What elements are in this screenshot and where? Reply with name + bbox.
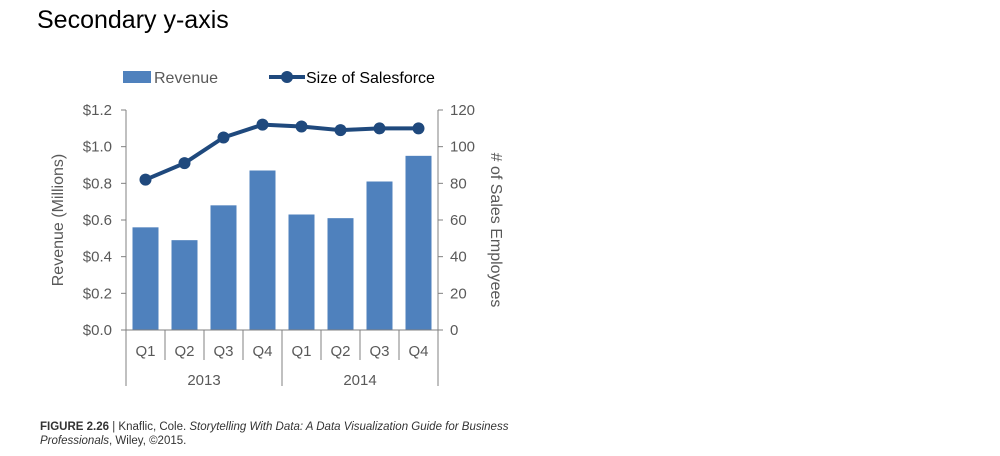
bar-revenue-3 bbox=[210, 205, 237, 330]
line-salesforce bbox=[144, 122, 419, 182]
right-axis-tick-label: 40 bbox=[450, 249, 467, 266]
bar-revenue-7 bbox=[366, 181, 393, 330]
x-axis-tick-label: Q2 bbox=[174, 343, 194, 360]
bar-revenue-6 bbox=[327, 218, 354, 330]
figure-caption: FIGURE 2.26 | Knaflic, Cole. Storytellin… bbox=[40, 420, 520, 448]
right-axis-tick-label: 120 bbox=[450, 102, 475, 119]
x-axis-tick-label: Q4 bbox=[408, 343, 428, 360]
caption-publisher: , Wiley, ©2015. bbox=[109, 435, 187, 447]
x-axis-tick-label: Q2 bbox=[330, 343, 350, 360]
left-axis-tick-label: $0.4 bbox=[83, 249, 112, 266]
bar-revenue-8 bbox=[405, 155, 432, 330]
bar-revenue-1 bbox=[132, 227, 159, 330]
bar-revenue-4 bbox=[249, 170, 276, 330]
left-axis-tick-label: $0.8 bbox=[83, 175, 112, 192]
left-axis-tick-label: $1.0 bbox=[83, 139, 112, 156]
right-axis-tick-label: 20 bbox=[450, 285, 467, 302]
right-axis-tick-label: 0 bbox=[450, 322, 458, 339]
x-axis-group-label-2013: 2013 bbox=[187, 372, 220, 389]
x-axis-tick-label: Q3 bbox=[213, 343, 233, 360]
caption-separator: | bbox=[109, 421, 119, 433]
point-salesforce-1 bbox=[139, 173, 152, 186]
point-salesforce-3 bbox=[217, 131, 230, 144]
x-axis-tick-label: Q3 bbox=[369, 343, 389, 360]
point-salesforce-4 bbox=[256, 118, 269, 131]
caption-book-title: Storytelling With Data: A Data Visualiza… bbox=[40, 421, 509, 447]
caption-author: Knaflic, Cole. bbox=[118, 421, 190, 433]
legend-label-salesforce: Size of Salesforce bbox=[306, 70, 435, 87]
point-salesforce-2 bbox=[178, 157, 191, 170]
point-salesforce-8 bbox=[412, 122, 425, 135]
point-salesforce-6 bbox=[334, 124, 347, 137]
x-axis-group-label-2014: 2014 bbox=[343, 372, 376, 389]
legend-label-revenue: Revenue bbox=[154, 70, 218, 87]
left-axis-tick-label: $0.2 bbox=[83, 285, 112, 302]
legend-marker-salesforce bbox=[281, 71, 293, 83]
y-axis-title-right: # of Sales Employees bbox=[487, 153, 504, 308]
bar-revenue-5 bbox=[288, 214, 315, 330]
legend-swatch-revenue bbox=[123, 71, 151, 83]
caption-figure-label: FIGURE 2.26 bbox=[40, 421, 110, 433]
x-axis-tick-label: Q1 bbox=[291, 343, 311, 360]
point-salesforce-7 bbox=[373, 122, 386, 135]
right-axis-tick-label: 60 bbox=[450, 212, 467, 229]
y-axis-title-left: Revenue (Millions) bbox=[50, 154, 67, 287]
left-axis-tick-label: $0.6 bbox=[83, 212, 112, 229]
left-axis-tick-label: $0.0 bbox=[83, 322, 112, 339]
point-salesforce-5 bbox=[295, 120, 308, 133]
x-axis-tick-label: Q1 bbox=[135, 343, 155, 360]
right-axis-tick-label: 80 bbox=[450, 175, 467, 192]
left-axis-tick-label: $1.2 bbox=[83, 102, 112, 119]
bar-revenue-2 bbox=[171, 240, 198, 330]
chart-title: Secondary y-axis bbox=[37, 6, 229, 34]
x-axis-tick-label: Q4 bbox=[252, 343, 272, 360]
right-axis-tick-label: 100 bbox=[450, 139, 475, 156]
